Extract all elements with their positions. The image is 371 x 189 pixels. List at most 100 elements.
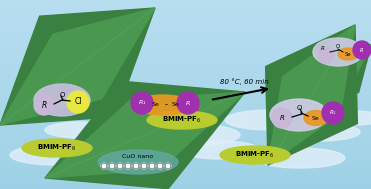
Bar: [0, 19, 371, 20]
Bar: [0, 49, 371, 50]
Bar: [0, 16, 371, 17]
Bar: [0, 171, 371, 172]
Bar: [0, 131, 371, 132]
Polygon shape: [45, 92, 245, 178]
Text: BMIM-PF$_6$: BMIM-PF$_6$: [37, 143, 77, 153]
Bar: [0, 119, 371, 120]
Polygon shape: [268, 25, 355, 165]
Ellipse shape: [180, 141, 260, 159]
Text: Se: Se: [345, 51, 351, 57]
Bar: [0, 58, 371, 59]
Ellipse shape: [22, 139, 92, 157]
Bar: [0, 68, 371, 69]
Bar: [0, 79, 371, 80]
Polygon shape: [45, 81, 245, 189]
Bar: [0, 179, 371, 180]
Bar: [0, 101, 371, 102]
Polygon shape: [0, 8, 155, 125]
Bar: [0, 173, 371, 174]
Bar: [0, 110, 371, 111]
Ellipse shape: [147, 111, 217, 129]
Bar: [0, 33, 371, 34]
Bar: [0, 128, 371, 129]
Bar: [0, 88, 371, 89]
Bar: [0, 5, 371, 6]
Bar: [0, 150, 371, 151]
Bar: [0, 135, 371, 136]
Circle shape: [177, 92, 199, 114]
Bar: [0, 157, 371, 158]
Bar: [0, 87, 371, 88]
Bar: [0, 89, 371, 90]
Bar: [0, 35, 371, 36]
Bar: [0, 45, 371, 46]
Bar: [0, 124, 371, 125]
Ellipse shape: [220, 146, 290, 164]
Circle shape: [157, 163, 163, 169]
Bar: [0, 107, 371, 108]
Bar: [0, 182, 371, 183]
Bar: [0, 18, 371, 19]
Circle shape: [318, 47, 334, 63]
Bar: [0, 142, 371, 143]
Bar: [0, 51, 371, 52]
Bar: [0, 177, 371, 178]
Bar: [0, 12, 371, 13]
Bar: [0, 112, 371, 113]
Ellipse shape: [181, 103, 199, 117]
Bar: [0, 95, 371, 96]
Ellipse shape: [20, 103, 80, 117]
Circle shape: [67, 91, 89, 113]
Bar: [0, 93, 371, 94]
Bar: [0, 67, 371, 68]
Bar: [0, 159, 371, 160]
Bar: [0, 105, 371, 106]
Bar: [0, 36, 371, 37]
Ellipse shape: [313, 38, 363, 66]
Bar: [0, 175, 371, 176]
Bar: [0, 50, 371, 51]
Ellipse shape: [325, 111, 371, 125]
Bar: [0, 65, 371, 66]
Bar: [0, 120, 371, 121]
Circle shape: [141, 163, 147, 169]
Bar: [0, 96, 371, 97]
Bar: [0, 185, 371, 186]
Ellipse shape: [225, 110, 315, 130]
Bar: [0, 40, 371, 41]
Bar: [0, 73, 371, 74]
Circle shape: [272, 108, 292, 128]
Bar: [0, 158, 371, 159]
Bar: [0, 146, 371, 147]
Bar: [0, 165, 371, 166]
Bar: [0, 30, 371, 31]
Bar: [0, 121, 371, 122]
Bar: [0, 48, 371, 49]
Bar: [0, 43, 371, 44]
Bar: [0, 74, 371, 75]
Polygon shape: [310, 45, 371, 100]
Bar: [0, 57, 371, 58]
Bar: [0, 28, 371, 29]
Bar: [0, 92, 371, 93]
Bar: [0, 122, 371, 123]
Bar: [0, 183, 371, 184]
Bar: [0, 103, 371, 104]
Bar: [0, 15, 371, 16]
Bar: [0, 24, 371, 25]
Bar: [0, 54, 371, 55]
Bar: [0, 4, 371, 5]
Bar: [0, 97, 371, 98]
Bar: [0, 113, 371, 114]
Bar: [0, 141, 371, 142]
Circle shape: [149, 163, 155, 169]
Text: $R_1$: $R_1$: [329, 108, 337, 117]
Bar: [0, 154, 371, 155]
Bar: [0, 115, 371, 116]
Bar: [0, 126, 371, 127]
Text: BMIM-PF$_6$: BMIM-PF$_6$: [162, 115, 202, 125]
Bar: [0, 55, 371, 56]
Bar: [0, 102, 371, 103]
Bar: [0, 72, 371, 73]
Bar: [0, 168, 371, 169]
